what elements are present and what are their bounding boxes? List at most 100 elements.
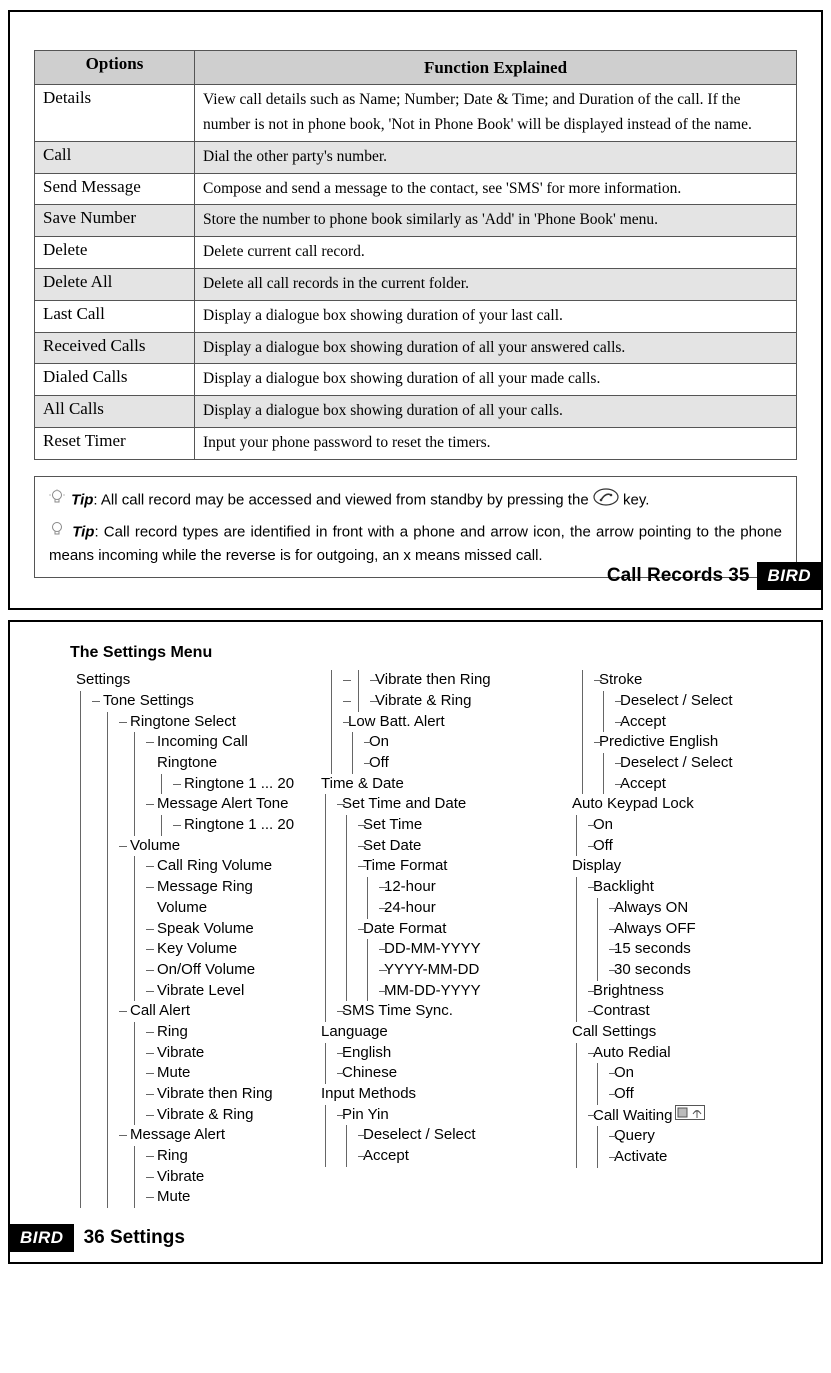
tree-node: Vibrate then Ring (317, 670, 546, 691)
tree-label: Off (593, 837, 613, 854)
tree-label: Set Time (363, 816, 422, 833)
tree-label: Date Format (363, 920, 446, 937)
tree-label: Vibrate & Ring (157, 1106, 253, 1123)
tree-label: Message Ring Volume (157, 878, 253, 916)
tree-node: Vibrate then Ring (344, 670, 546, 691)
tree-node: On/Off Volume (147, 960, 295, 981)
tree-node: Mute (147, 1187, 295, 1208)
tree-node: Ringtone SelectIncoming Call RingtoneRin… (120, 712, 295, 836)
lightbulb-icon (49, 489, 65, 513)
tree-node: On (365, 732, 546, 753)
tree-node: Time & DateSet Time and DateSet TimeSet … (317, 774, 546, 1022)
option-cell: Delete (35, 237, 195, 269)
tip-label: Tip (72, 524, 94, 541)
desc-cell: Dial the other party's number. (195, 141, 797, 173)
tree-node: SettingsTone SettingsRingtone SelectInco… (66, 670, 295, 1208)
tree-label: Language (321, 1023, 388, 1040)
option-cell: Save Number (35, 205, 195, 237)
table-row: DetailsView call details such as Name; N… (35, 85, 797, 142)
tree-label: On/Off Volume (157, 961, 255, 978)
tree-node: Set Time (359, 815, 546, 836)
tree-node: Ringtone 1 ... 20 (174, 774, 295, 795)
tree-node: Set Date (359, 836, 546, 857)
tree-label: Always OFF (614, 920, 696, 937)
tree-label: SMS Time Sync. (342, 1002, 453, 1019)
tree-label: Vibrate (157, 1044, 204, 1061)
tip-row-1: Tip: All call record may be accessed and… (49, 488, 782, 514)
tree-label: Accept (620, 775, 666, 792)
option-cell: All Calls (35, 396, 195, 428)
lightbulb-icon (49, 521, 65, 545)
tree-label: Deselect / Select (620, 754, 733, 771)
table-row: Dialed CallsDisplay a dialogue box showi… (35, 364, 797, 396)
tree-node: StrokeDeselect / SelectAccept (568, 670, 797, 732)
tree-node: SMS Time Sync. (338, 1001, 546, 1022)
tree-node: Predictive English Deselect / Select Accep… (595, 732, 797, 794)
table-row: Received CallsDisplay a dialogue box sho… (35, 332, 797, 364)
tree-node: Vibrate & Ring (147, 1105, 295, 1126)
tree-label: Predictive English (599, 733, 718, 750)
tree-node: Ring (147, 1146, 295, 1167)
table-row: CallDial the other party's number. (35, 141, 797, 173)
tree-node: Always ON (610, 898, 797, 919)
tree-label: 15 seconds (614, 940, 691, 957)
options-table: Options Function Explained DetailsView c… (34, 50, 797, 460)
page-call-records: Options Function Explained DetailsView c… (8, 10, 823, 610)
table-row: DeleteDelete current call record. (35, 237, 797, 269)
tree-label: Contrast (593, 1002, 650, 1019)
tree-label: Always ON (614, 899, 688, 916)
tree-label: Ring (157, 1023, 188, 1040)
th-options: Options (35, 51, 195, 85)
tree-label: Accept (363, 1147, 409, 1164)
desc-cell: Compose and send a message to the contac… (195, 173, 797, 205)
tree-label: Deselect / Select (363, 1126, 476, 1143)
tree-label: Vibrate & Ring (375, 692, 471, 709)
desc-cell: Display a dialogue box showing duration … (195, 396, 797, 428)
tree-column-1: SettingsTone SettingsRingtone SelectInco… (66, 670, 295, 1208)
tree-label: On (369, 733, 389, 750)
tree-node: Brightness (589, 981, 797, 1002)
tree-node: Off (589, 836, 797, 857)
table-row: All CallsDisplay a dialogue box showing … (35, 396, 797, 428)
tree-label: Ring (157, 1147, 188, 1164)
tree-node: Vibrate & Ring (371, 691, 546, 712)
tree-label: Query (614, 1127, 655, 1144)
table-row: Reset TimerInput your phone password to … (35, 427, 797, 459)
tree-node: Accept (616, 712, 797, 733)
tree-node: Pin YinDeselect / SelectAccept (338, 1105, 546, 1167)
tree-label: Set Date (363, 837, 421, 854)
tree-label: Off (369, 754, 389, 771)
option-cell: Details (35, 85, 195, 142)
table-row: Send MessageCompose and send a message t… (35, 173, 797, 205)
desc-cell: Display a dialogue box showing duration … (195, 332, 797, 364)
tree-node: Message AlertRingVibrateMute (120, 1125, 295, 1208)
tree-label: Speak Volume (157, 920, 254, 937)
tree-node: Predictive English Deselect / Select Accep… (568, 732, 797, 794)
tree-node: Call WaitingQueryActivate (589, 1105, 797, 1168)
tree-node: Ringtone 1 ... 20 (174, 815, 295, 836)
tree-node: Off (365, 753, 546, 774)
tree-node: VolumeCall Ring VolumeMessage Ring Volum… (120, 836, 295, 1002)
desc-cell: View call details such as Name; Number; … (195, 85, 797, 142)
tree-node: Activate (610, 1147, 797, 1168)
tree-label: Key Volume (157, 940, 237, 957)
settings-tree: SettingsTone SettingsRingtone SelectInco… (66, 670, 797, 1208)
tree-label: Backlight (593, 878, 654, 895)
tree-label: English (342, 1044, 391, 1061)
tree-node: Vibrate (147, 1043, 295, 1064)
tree-label: Tone Settings (103, 692, 194, 709)
tree-node: 24-hour (380, 898, 546, 919)
page-footer-left: BIRD 36 Settings (10, 1224, 185, 1252)
tree-node: Deselect / Select (616, 753, 797, 774)
table-row: Last CallDisplay a dialogue box showing … (35, 300, 797, 332)
sim-antenna-icon (675, 1105, 705, 1127)
tree-node: Low Batt. AlertOnOff (344, 712, 546, 774)
table-row: Delete AllDelete all call records in the… (35, 268, 797, 300)
tree-node: Incoming Call RingtoneRingtone 1 ... 20 (147, 732, 295, 794)
desc-cell: Display a dialogue box showing duration … (195, 364, 797, 396)
tree-label: Mute (157, 1064, 190, 1081)
page-settings: The Settings Menu SettingsTone SettingsR… (8, 620, 823, 1264)
tree-label: Call Alert (130, 1002, 190, 1019)
tree-node: On (610, 1063, 797, 1084)
tree-node: Call Ring Volume (147, 856, 295, 877)
